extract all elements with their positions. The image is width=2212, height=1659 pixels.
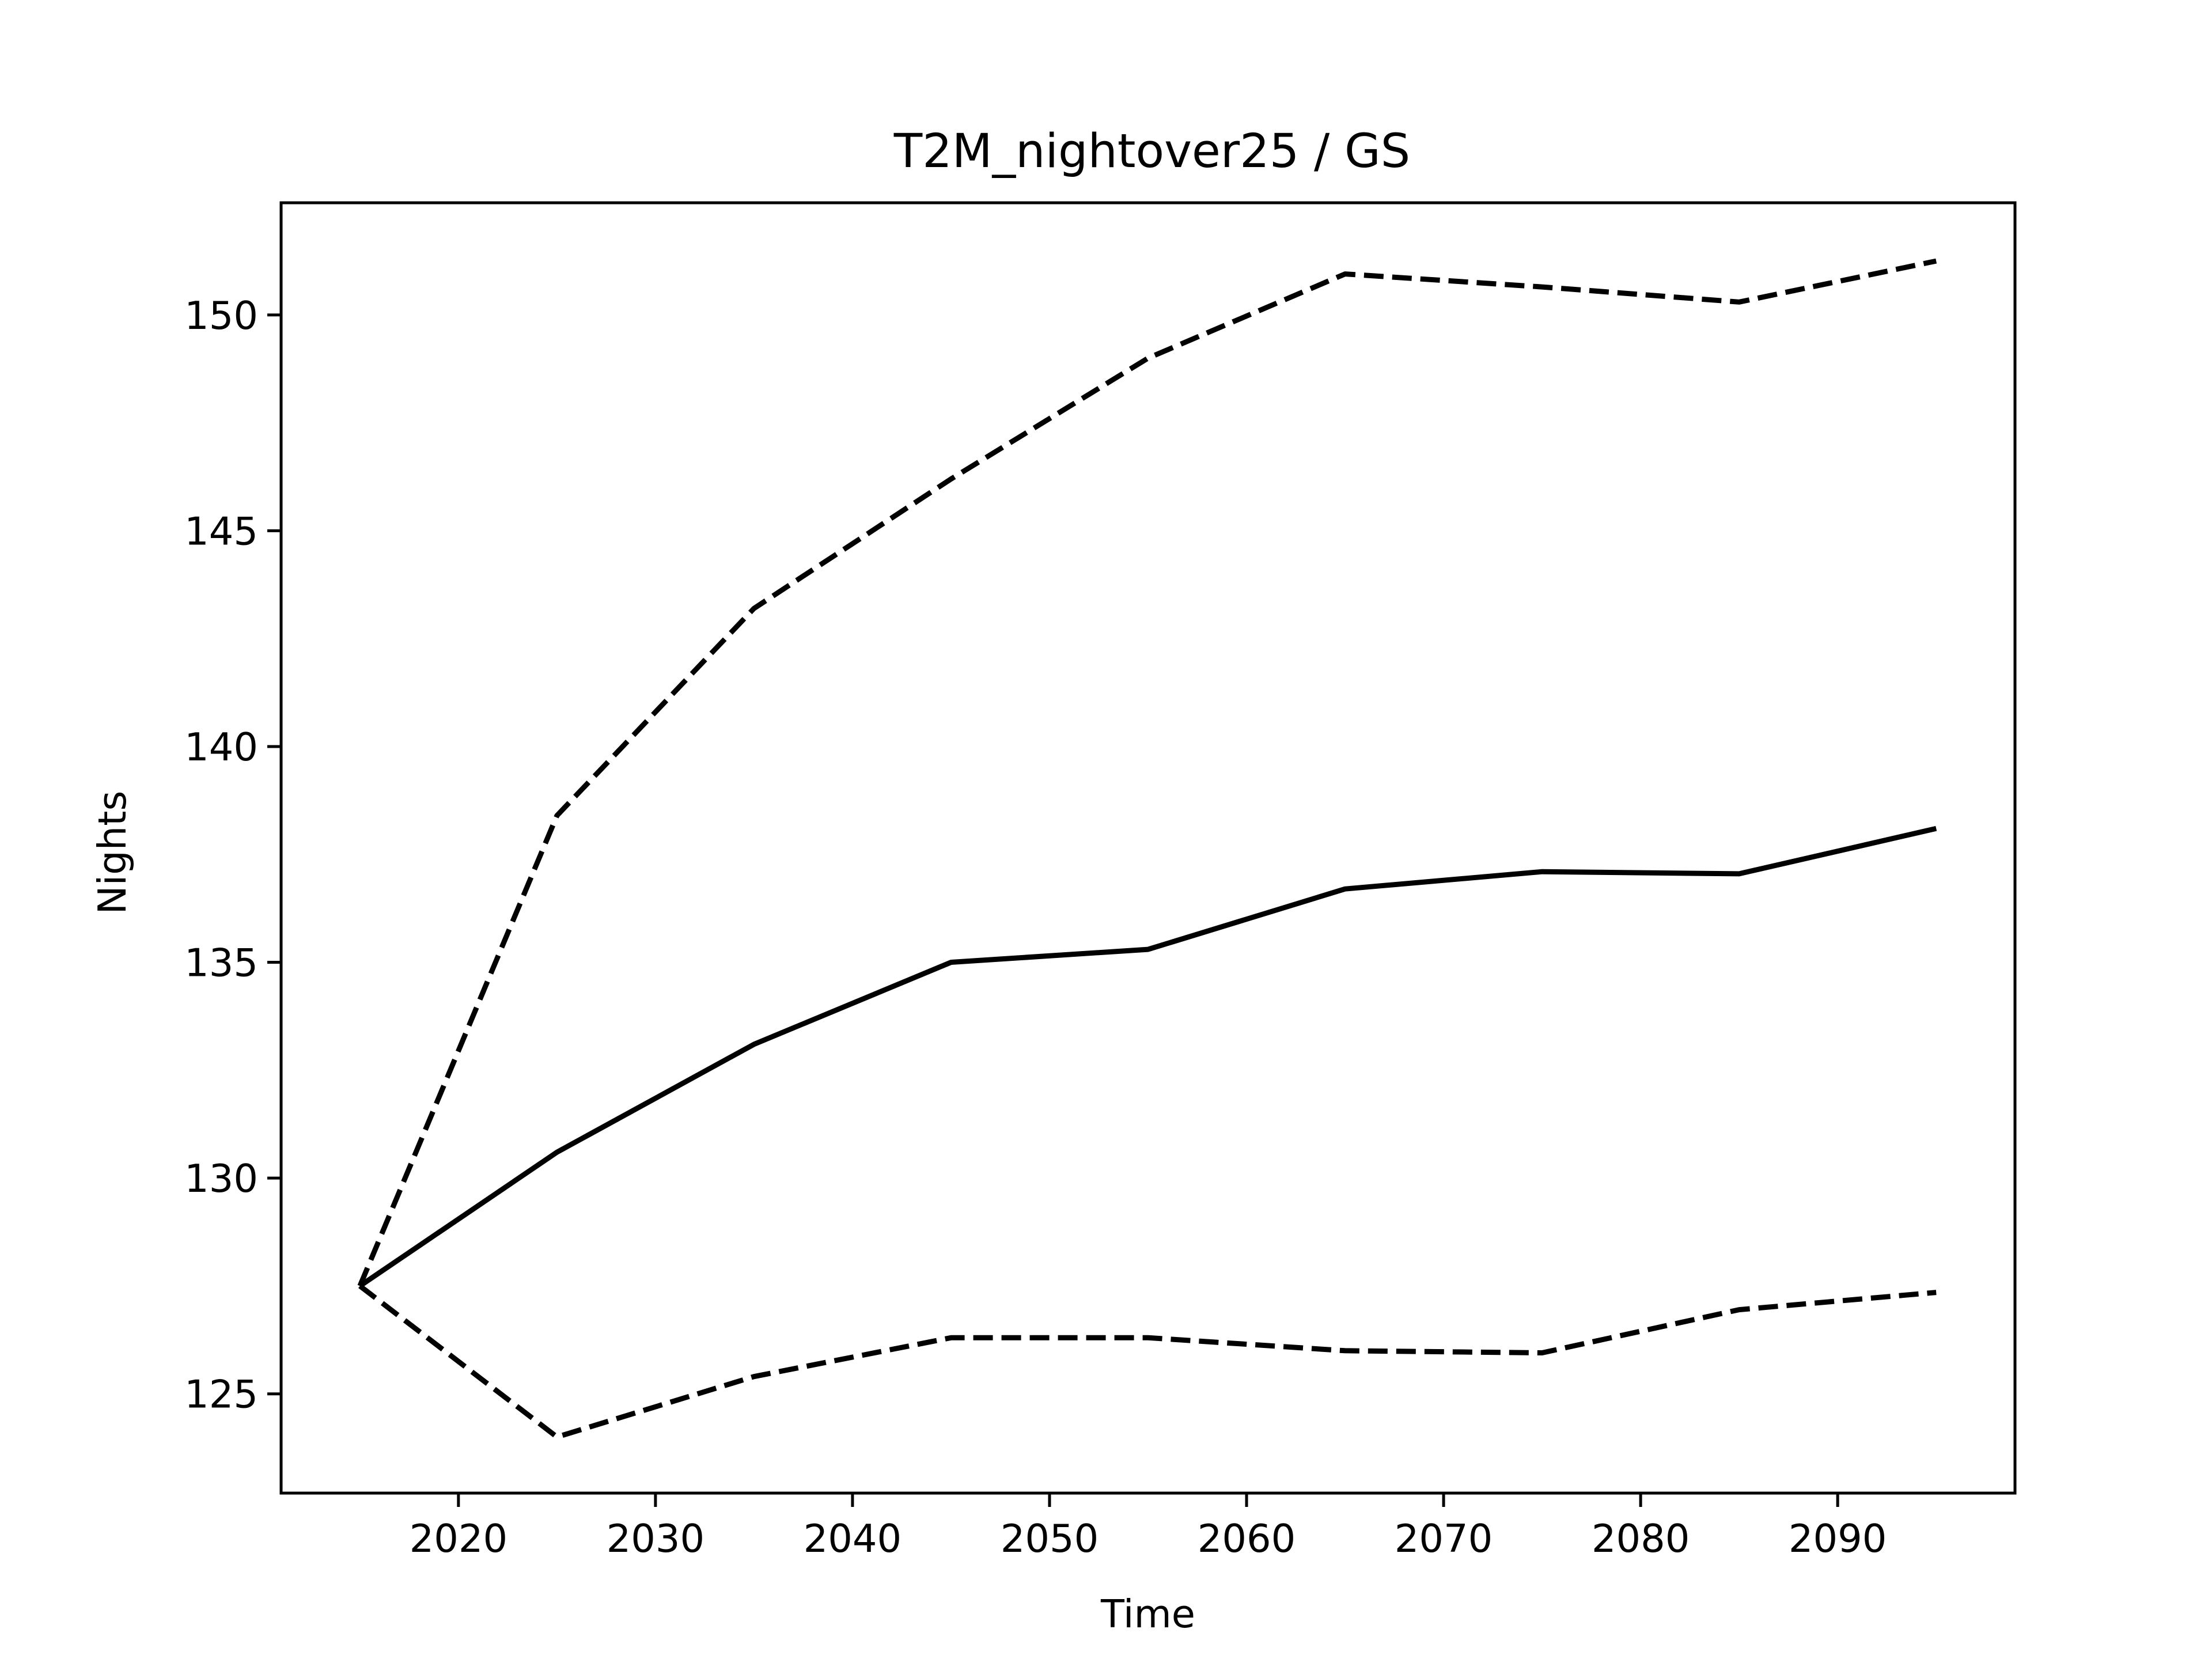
y-tick-label: 130: [184, 1156, 258, 1201]
series-line-1: [357, 258, 1937, 1287]
x-tick-label: 2070: [1395, 1516, 1493, 1561]
plot-area-frame: [279, 201, 2017, 1495]
x-axis-label: Time: [1100, 1592, 1195, 1637]
series-line-2: [358, 1283, 1937, 1440]
y-tick-label: 135: [184, 941, 258, 986]
x-tick-label: 2050: [1001, 1516, 1099, 1561]
y-tick-label: 125: [184, 1372, 258, 1417]
y-axis-label: Nights: [90, 791, 135, 915]
y-tick-label: 150: [184, 293, 258, 338]
x-tick-label: 2030: [607, 1516, 705, 1561]
y-tick-label: 140: [184, 725, 258, 770]
series-layer: [357, 258, 1937, 1440]
ticks-layer: 2020 2030 2040 2050 2060 2070 2080 2090 125 130 13…: [184, 293, 1887, 1561]
x-tick-label: 2060: [1198, 1516, 1296, 1561]
y-tick-label: 145: [184, 509, 258, 554]
chart-title: T2M_nightover25 / GS: [893, 124, 1410, 179]
series-line-0: [358, 825, 1937, 1289]
x-tick-label: 2040: [804, 1516, 902, 1561]
x-tick-label: 2090: [1789, 1516, 1887, 1561]
x-tick-label: 2080: [1592, 1516, 1690, 1561]
x-tick-label: 2020: [410, 1516, 508, 1561]
